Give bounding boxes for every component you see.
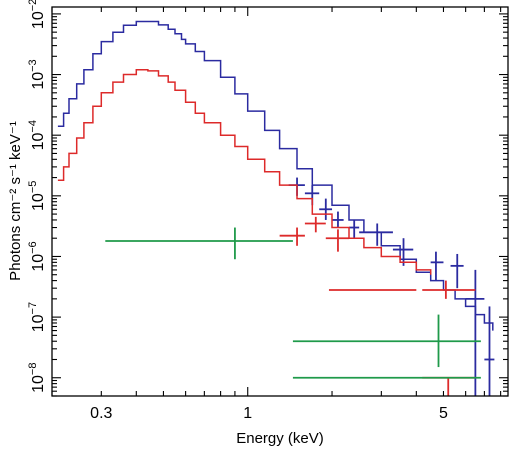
y-tick-label-base: 10 [30, 11, 47, 29]
series-1 [57, 68, 476, 396]
y-tick-label-exponent: −5 [27, 181, 39, 194]
model-curve-1 [57, 68, 432, 275]
y-tick-label-1: 10−7 [27, 302, 47, 332]
y-tick-label-base: 10 [30, 375, 47, 393]
y-axis-label: Photons cm⁻² s⁻¹ keV⁻¹ [7, 121, 24, 281]
tick-marks [51, 7, 508, 397]
y-tick-label-2: 10−6 [27, 241, 47, 271]
y-tick-label-5: 10−3 [27, 59, 47, 89]
y-tick-label-base: 10 [30, 193, 47, 211]
y-tick-label-exponent: −2 [27, 0, 39, 11]
tick-labels: 0.3 1 510−810−710−610−510−410−310−2 [27, 0, 448, 422]
y-tick-label-0: 10−8 [27, 363, 47, 393]
y-tick-label-exponent: −8 [27, 363, 39, 376]
y-tick-label-base: 10 [30, 132, 47, 150]
y-tick-label-base: 10 [30, 314, 47, 332]
series-layer [57, 20, 495, 396]
x-tick-label-0: 0.3 [90, 405, 112, 422]
y-tick-label-exponent: −6 [27, 241, 39, 254]
y-tick-label-exponent: −7 [27, 302, 39, 315]
y-tick-label-4: 10−4 [27, 120, 47, 150]
model-curve-0 [57, 20, 494, 331]
x-tick-label-2: 5 [439, 405, 448, 422]
series-2 [105, 227, 481, 379]
y-tick-label-exponent: −3 [27, 59, 39, 72]
y-tick-label-exponent: −4 [27, 120, 39, 133]
plot-frame [51, 6, 509, 397]
y-tick-label-base: 10 [30, 72, 47, 90]
y-tick-label-3: 10−5 [27, 181, 47, 211]
y-tick-label-base: 10 [30, 254, 47, 272]
series-0 [57, 20, 495, 396]
x-tick-label-1: 1 [243, 405, 252, 422]
x-axis-label: Energy (keV) [236, 430, 324, 447]
y-tick-label-6: 10−2 [27, 0, 47, 29]
